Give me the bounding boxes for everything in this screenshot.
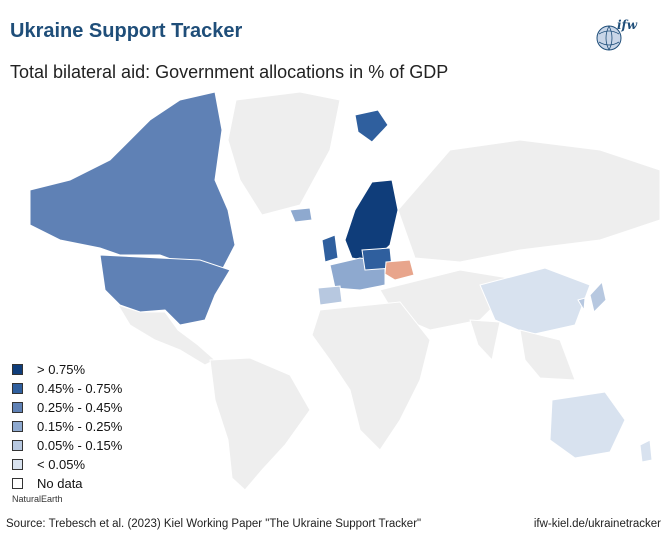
africa [311,301,431,451]
logo-text: ifw [617,18,638,32]
legend-swatch [12,440,23,451]
legend-label: 0.15% - 0.25% [37,419,123,434]
iceland [289,207,313,223]
canada [29,91,236,271]
ukraine [384,259,415,281]
tracker-url[interactable]: ifw-kiel.de/ukrainetracker [533,518,661,530]
south-korea [577,297,586,312]
legend-item: > 0.75% [12,360,122,379]
legend-label: No data [37,476,83,491]
legend-swatch [12,478,23,489]
legend-item: 0.45% - 0.75% [12,379,122,398]
south-america [209,357,311,491]
legend-swatch [12,364,23,375]
china [479,267,591,336]
legend-swatch [12,459,23,470]
southeast-asia [519,329,576,381]
india [469,319,501,362]
world-map [0,84,669,494]
map-legend: > 0.75% 0.45% - 0.75% 0.25% - 0.45% 0.15… [12,360,122,493]
australia [549,391,626,459]
legend-item: 0.25% - 0.45% [12,398,122,417]
legend-label: 0.05% - 0.15% [37,438,123,453]
legend-label: > 0.75% [37,362,86,377]
ifw-logo: ifw [595,18,647,54]
page-title: Ukraine Support Tracker [10,20,243,42]
map-credit: NaturalEarth [12,494,63,504]
russia [397,139,661,263]
legend-label: < 0.05% [37,457,86,472]
legend-item: No data [12,474,122,493]
new-zealand [639,439,653,463]
legend-item: < 0.05% [12,455,122,474]
united-kingdom [321,234,339,263]
legend-item: 0.15% - 0.25% [12,417,122,436]
globe-icon [596,25,622,51]
greenland [227,91,341,216]
legend-item: 0.05% - 0.15% [12,436,122,455]
svalbard [354,109,389,143]
map-subtitle: Total bilateral aid: Government allocati… [10,62,449,82]
legend-swatch [12,383,23,394]
legend-label: 0.25% - 0.45% [37,400,123,415]
legend-label: 0.45% - 0.75% [37,381,123,396]
usa [99,254,231,326]
japan [589,280,607,313]
source-note: Source: Trebesch et al. (2023) Kiel Work… [6,518,422,530]
legend-swatch [12,421,23,432]
legend-swatch [12,402,23,413]
iberia [317,285,343,306]
